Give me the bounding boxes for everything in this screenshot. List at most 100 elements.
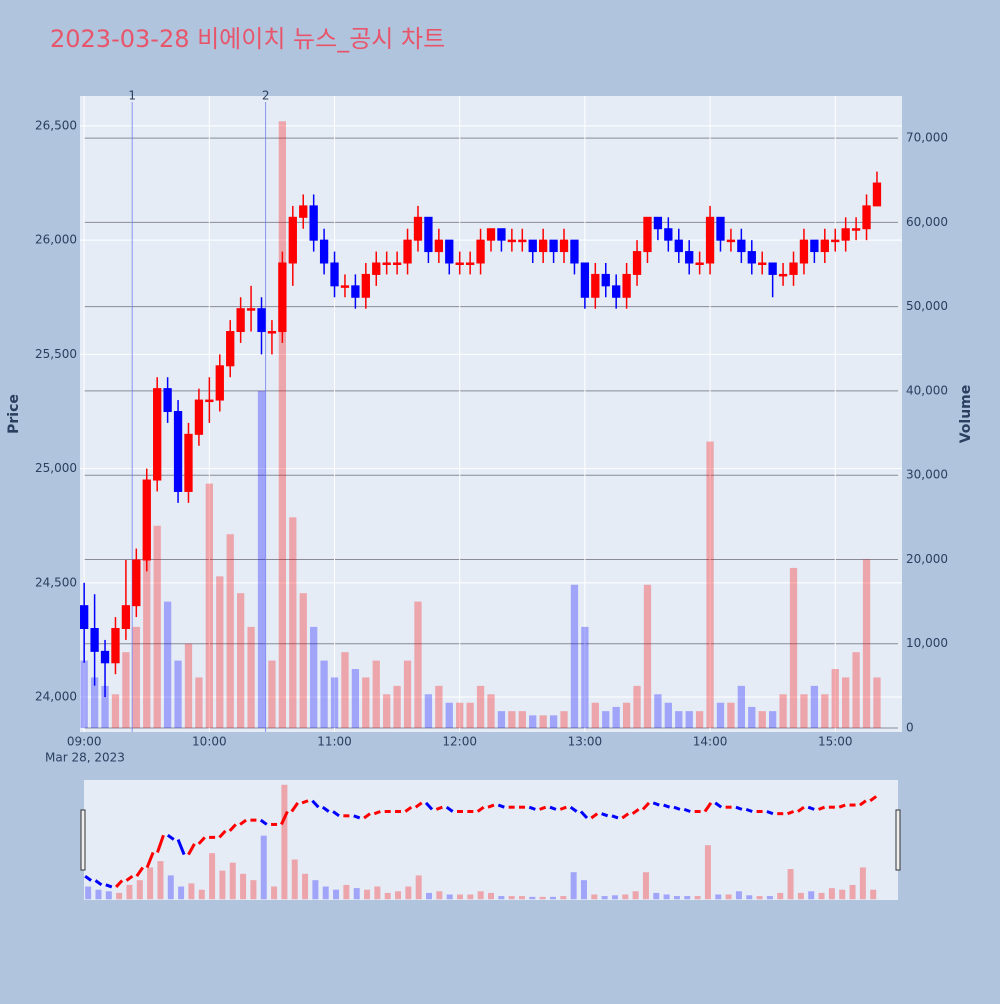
volume-bar: [257, 390, 266, 729]
volume-bar: [518, 711, 526, 729]
y-tick-label: 25,500: [35, 347, 77, 361]
candle-body: [768, 262, 777, 275]
candle-body: [539, 239, 548, 253]
candle-body: [622, 273, 631, 298]
candle-body: [612, 285, 621, 298]
volume-bar: [393, 685, 401, 729]
candle-body: [267, 331, 277, 334]
candle-body: [758, 262, 767, 265]
x-tick-label: 12:00: [442, 735, 477, 749]
candle-body: [559, 239, 569, 253]
slider-volume-bar: [436, 891, 443, 900]
volume-bar: [268, 660, 276, 729]
slider-candle: [487, 803, 495, 809]
volume-bar: [289, 517, 297, 729]
volume-bar: [80, 660, 88, 729]
volume-bar: [205, 483, 214, 729]
volume-bar: [497, 711, 506, 729]
volume-bar: [695, 711, 704, 729]
slider-candle: [601, 812, 609, 818]
slider-handle-left[interactable]: [80, 809, 86, 871]
volume-bar: [351, 669, 360, 729]
slider-volume-bar: [849, 884, 856, 900]
slider-candle: [280, 810, 289, 826]
volume-bar: [758, 711, 766, 729]
slider-volume-bar: [426, 892, 433, 900]
x-tick-label: 09:00: [67, 735, 102, 749]
slider-volume-bar: [312, 880, 319, 900]
candle-body: [309, 205, 318, 241]
volume-bar: [800, 694, 808, 729]
slider-candle: [745, 807, 753, 813]
volume-bar: [101, 685, 109, 729]
volume-bar: [716, 702, 725, 729]
slider-candle: [156, 834, 165, 853]
volume-bar: [163, 601, 172, 729]
slider-volume-bar: [467, 894, 474, 900]
candle-body: [601, 273, 610, 287]
volume-bar: [435, 685, 443, 729]
slider-candle: [414, 801, 423, 809]
slider-volume-bar: [797, 892, 804, 900]
slider-candle: [611, 814, 619, 820]
volume-bar: [143, 559, 151, 729]
slider-candle: [559, 805, 567, 811]
slider-volume-bar: [95, 889, 102, 900]
x-tick-label: 15:00: [818, 735, 853, 749]
candle-body: [726, 239, 736, 243]
slider-volume-bar: [529, 896, 536, 900]
slider-volume-bar: [694, 896, 701, 900]
candle-body: [413, 216, 423, 241]
slider-volume-bar: [756, 896, 763, 900]
slider-candle: [818, 805, 826, 811]
candle-body: [695, 262, 704, 265]
slider-volume-bar: [715, 894, 722, 900]
slider-volume-bar: [85, 886, 92, 900]
slider-handle-right[interactable]: [895, 809, 901, 871]
candle-body: [153, 388, 162, 481]
candle-body: [392, 262, 402, 265]
slider-volume-bar: [560, 896, 567, 900]
slider-volume-bar: [549, 896, 556, 900]
slider-candle: [424, 801, 434, 811]
slider-volume-bar: [167, 875, 174, 900]
candle-body: [841, 228, 850, 241]
candle-body: [226, 331, 235, 367]
slider-candle: [641, 801, 651, 811]
slider-volume-bar: [198, 889, 205, 900]
slider-volume-bar: [870, 889, 877, 900]
slider-volume-bar: [663, 894, 670, 900]
slider-volume-bar: [281, 784, 288, 900]
slider-candle: [84, 874, 93, 882]
candle-body: [236, 308, 245, 333]
volume-bar: [456, 702, 464, 729]
slider-volume-bar: [271, 886, 278, 900]
volume-bar: [560, 711, 568, 729]
slider-volume-bar: [157, 861, 164, 900]
slider-volume-bar: [395, 891, 402, 900]
slider-candle: [590, 812, 599, 820]
volume-bar: [549, 715, 558, 729]
slider-volume-bar: [405, 886, 412, 900]
candle-body: [90, 628, 99, 652]
candle-body: [632, 251, 642, 275]
slider-volume-bar: [250, 880, 257, 900]
slider-candle: [714, 801, 723, 809]
slider-volume-bar: [446, 894, 453, 900]
volume-bar: [236, 593, 245, 729]
range-slider[interactable]: [84, 780, 898, 900]
volume-bar: [862, 559, 871, 729]
slider-volume-bar: [570, 872, 577, 900]
slider-candle: [539, 805, 547, 811]
candle-body: [424, 216, 433, 253]
slider-volume-bar: [684, 896, 691, 900]
volume-bar: [132, 626, 140, 729]
candle-body: [549, 239, 558, 253]
slider-candle: [135, 866, 145, 878]
slider-candle: [703, 802, 713, 813]
plot-area: [80, 96, 902, 732]
slider-candle: [476, 805, 485, 813]
slider-volume-bar: [735, 891, 742, 900]
slider-volume-bar: [291, 859, 298, 900]
candle-body: [789, 262, 798, 275]
